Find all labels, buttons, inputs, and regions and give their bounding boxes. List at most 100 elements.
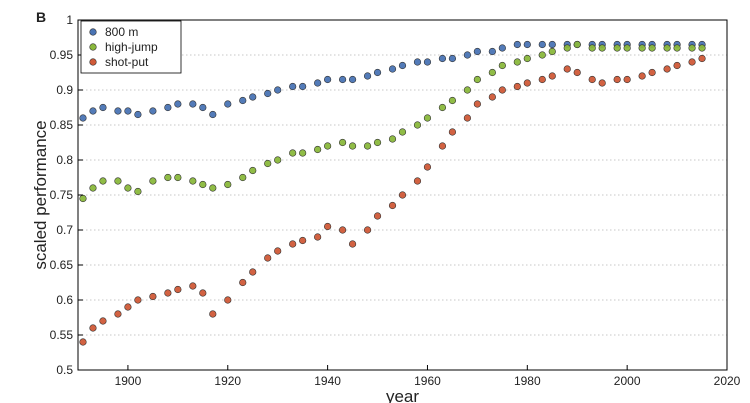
x-tick-label: 1940 [314, 374, 341, 388]
data-point [523, 79, 531, 87]
data-point [648, 68, 656, 77]
y-tick-label: 0.75 [50, 188, 74, 202]
legend-box [80, 20, 182, 74]
data-point [473, 100, 481, 108]
data-point [498, 44, 506, 52]
data-point [174, 173, 182, 182]
data-point [463, 86, 472, 94]
data-point [249, 268, 257, 276]
data-point [124, 184, 132, 192]
data-point [224, 100, 232, 108]
data-point [348, 75, 357, 84]
x-tick-label: 1900 [115, 374, 142, 388]
data-point [373, 138, 382, 147]
data-point [388, 65, 397, 73]
legend-marker [89, 58, 97, 66]
data-point [513, 82, 521, 91]
data-point [488, 93, 496, 101]
data-point [114, 310, 122, 318]
series-2 [79, 54, 706, 346]
data-point [164, 289, 172, 297]
data-point [613, 44, 621, 52]
data-point [338, 226, 347, 234]
data-point [573, 40, 581, 49]
data-point [314, 145, 322, 154]
legend-label: shot-put [105, 55, 149, 69]
data-point [448, 128, 457, 136]
data-point [473, 75, 481, 84]
data-point [438, 142, 447, 150]
data-point [663, 44, 671, 52]
data-point [264, 159, 272, 168]
data-point [673, 61, 681, 70]
data-point [573, 68, 581, 77]
data-point [513, 40, 521, 49]
data-point [463, 51, 472, 59]
y-tick-label: 1 [66, 13, 73, 27]
data-point [274, 156, 282, 164]
data-point [209, 184, 217, 192]
data-point [274, 86, 282, 94]
data-point [413, 177, 422, 185]
data-point [488, 68, 496, 77]
data-point [299, 149, 307, 157]
data-point [688, 44, 696, 52]
data-point [563, 65, 571, 73]
y-tick-label: 0.55 [50, 328, 74, 342]
data-point [588, 75, 596, 84]
y-axis-label: scaled performance [31, 120, 50, 269]
data-point [438, 54, 447, 63]
data-point [638, 44, 646, 52]
data-point [638, 72, 646, 80]
data-point [363, 72, 372, 80]
x-axis-label: year [386, 387, 419, 403]
data-point [363, 142, 372, 150]
data-point [538, 75, 546, 84]
data-point [448, 96, 457, 105]
data-point [134, 296, 142, 304]
data-point [149, 292, 157, 301]
data-point [249, 166, 257, 175]
data-point [209, 110, 217, 119]
data-point [463, 114, 472, 122]
data-point [174, 100, 182, 108]
data-point [513, 58, 521, 66]
y-tick-label: 0.95 [50, 48, 74, 62]
x-tick-label: 1960 [414, 374, 441, 388]
data-point [698, 44, 706, 52]
data-point [373, 68, 382, 77]
data-point [224, 296, 232, 304]
legend-label: high-jump [105, 40, 158, 54]
data-point [588, 44, 596, 52]
legend-label: 800 m [105, 25, 138, 39]
data-point [388, 135, 397, 143]
data-point [324, 222, 332, 231]
data-point [124, 303, 132, 311]
data-point [134, 110, 142, 119]
data-point [538, 51, 546, 59]
y-tick-label: 0.65 [50, 258, 74, 272]
data-point [648, 44, 656, 52]
data-point [663, 65, 671, 73]
y-tick-label: 0.5 [56, 363, 73, 377]
data-point [623, 44, 631, 52]
data-point [438, 103, 447, 112]
data-point [423, 58, 432, 66]
data-point [289, 240, 297, 248]
legend-marker [89, 28, 97, 36]
y-axis-ticks: 0.5 0.55 0.6 0.65 0.7 0.75 0.8 0.85 0.9 0.95 1 [50, 13, 83, 377]
y-tick-label: 0.8 [56, 153, 73, 167]
data-point [164, 173, 172, 182]
x-tick-label: 2000 [614, 374, 641, 388]
data-point [189, 100, 197, 108]
data-point [398, 191, 407, 199]
data-point [473, 47, 481, 56]
data-point [149, 107, 157, 115]
y-tick-label: 0.6 [56, 293, 73, 307]
x-tick-label: 2020 [714, 374, 741, 388]
data-point [299, 236, 307, 245]
data-point [314, 233, 322, 241]
series-1 [79, 40, 706, 203]
